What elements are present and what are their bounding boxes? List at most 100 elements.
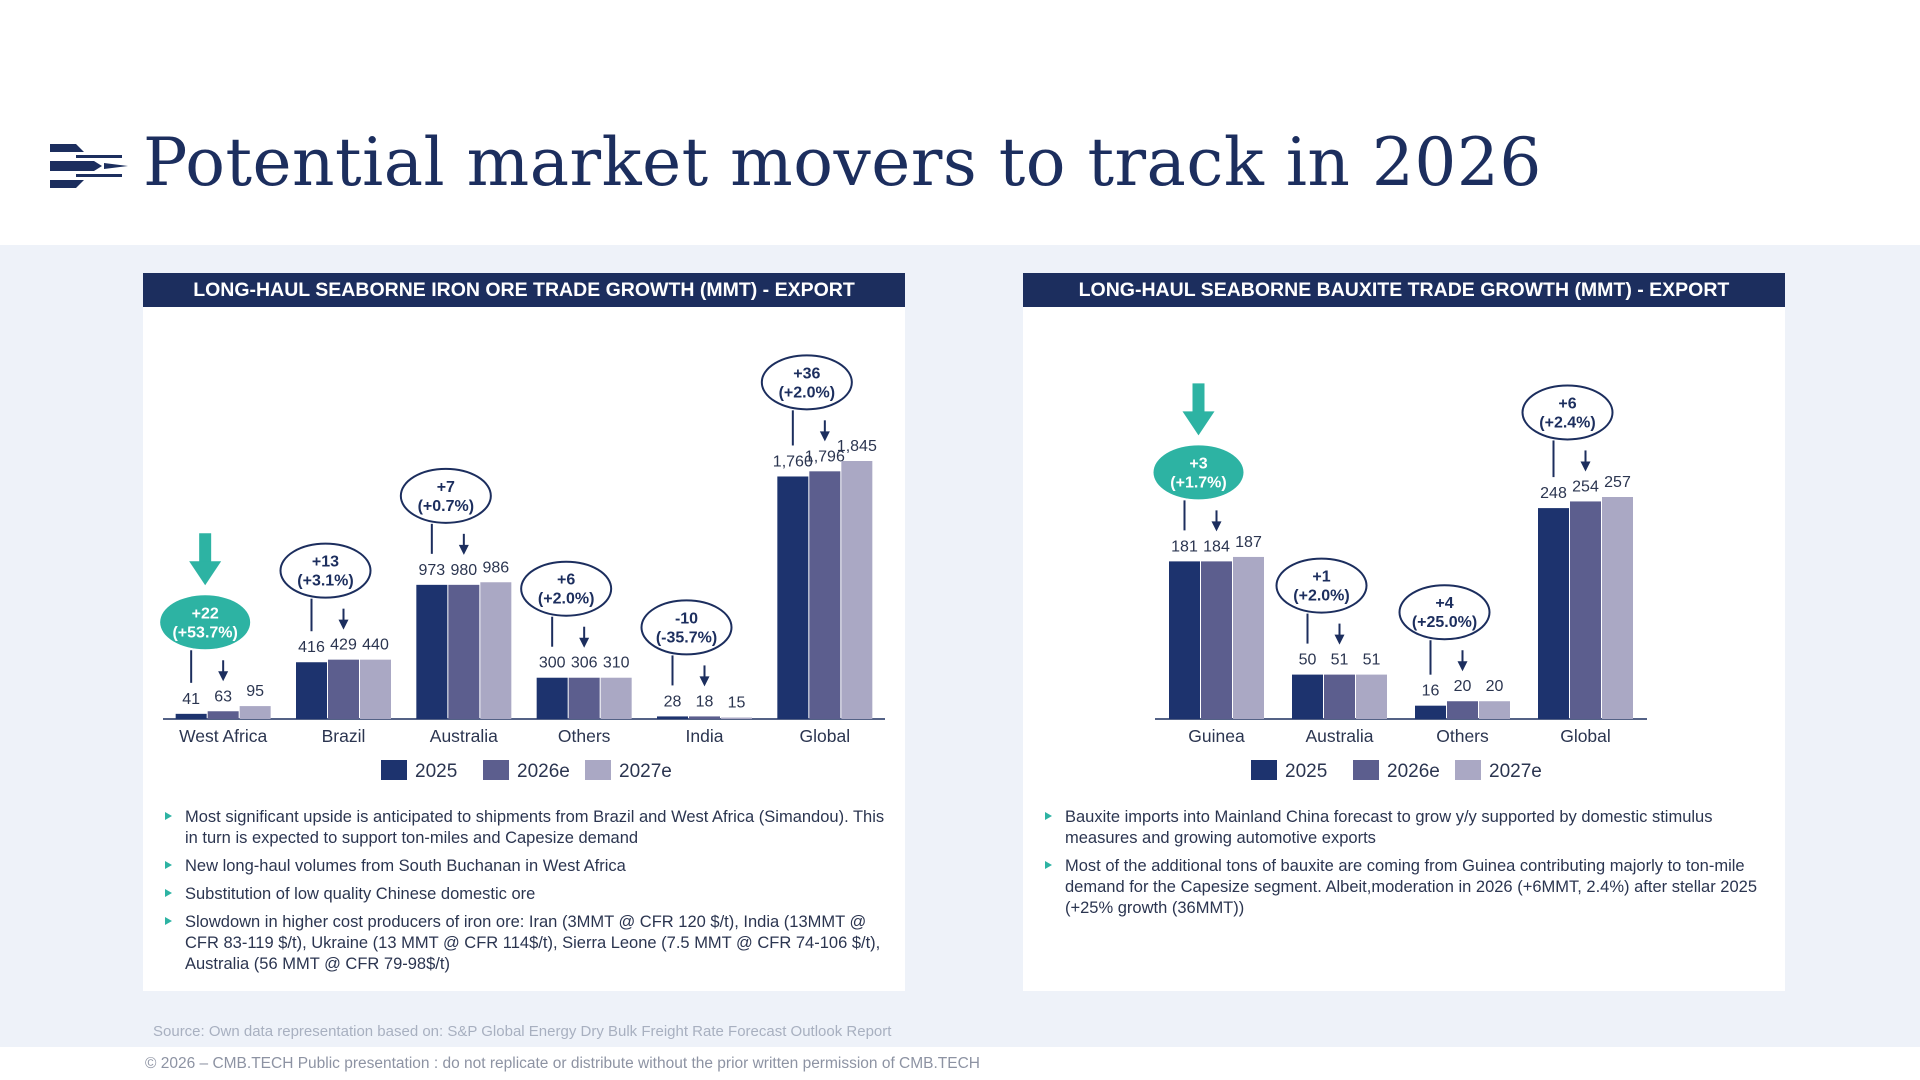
callout-arrow-head-icon	[218, 671, 229, 682]
bullet-item: Bauxite imports into Mainland China fore…	[1043, 807, 1773, 849]
data-label: 973	[418, 562, 445, 579]
data-label: 429	[330, 637, 357, 654]
bar-2025-global	[1538, 508, 1569, 719]
data-label: 20	[1486, 678, 1504, 695]
bar-2027e-others	[600, 677, 632, 719]
bar-2025-global	[777, 476, 809, 719]
callout-ellipse	[1153, 445, 1244, 500]
data-label: 51	[1331, 652, 1349, 669]
bar-2027e-global	[1602, 497, 1633, 719]
legend-label: 2027e	[619, 761, 672, 782]
data-label: 257	[1604, 474, 1631, 491]
callout-ellipse	[399, 467, 492, 524]
data-label: 980	[450, 562, 477, 579]
data-label: 50	[1299, 652, 1317, 669]
bar-2026e-west-africa	[207, 711, 239, 719]
callout-value: +3	[1189, 455, 1207, 472]
category-label: Others	[558, 726, 611, 746]
data-label: 184	[1203, 538, 1230, 555]
bar-2026e-brazil	[328, 659, 359, 719]
data-label: 20	[1454, 678, 1472, 695]
callout-arrow-head-icon	[1580, 461, 1591, 472]
bar-2025-guinea	[1169, 561, 1200, 719]
bauxite-bullets: Bauxite imports into Mainland China fore…	[1043, 807, 1773, 926]
copyright-notice: © 2026 – CMB.TECH Public presentation : …	[145, 1055, 980, 1072]
data-label: 1,760	[773, 453, 813, 470]
bauxite-panel: LONG-HAUL SEABORNE BAUXITE TRADE GROWTH …	[1023, 273, 1785, 991]
data-label: 254	[1572, 478, 1599, 495]
legend-swatch	[381, 760, 407, 780]
callout-ellipse	[760, 354, 853, 411]
callout-percent: (+3.1%)	[297, 573, 353, 590]
bar-2025-india	[657, 716, 688, 719]
callout-value: +7	[437, 479, 455, 496]
data-label: 1,796	[805, 448, 845, 465]
bullet-item: Substitution of low quality Chinese dome…	[163, 884, 893, 905]
callout-percent: (+2.0%)	[1293, 588, 1349, 605]
callout-arrow-head-icon	[1457, 661, 1468, 672]
bar-2025-brazil	[296, 662, 327, 719]
callout-percent: (+2.0%)	[779, 384, 835, 401]
category-label: Others	[1436, 726, 1489, 746]
callout-value: -10	[675, 610, 698, 627]
bauxite-bar-chart: 181 184 187 Guinea +3 (+1.7%) 50 51 51 Australia +…	[1153, 383, 1647, 782]
data-label: 41	[182, 691, 200, 708]
highlight-down-arrow-icon	[189, 561, 222, 586]
bar-2027e-west-africa	[239, 706, 271, 719]
bar-2027e-global	[841, 461, 873, 719]
callout-arrow-head-icon	[819, 431, 830, 442]
data-label: 306	[571, 655, 598, 672]
callout-value: +22	[192, 605, 219, 622]
highlight-down-arrow-icon	[1182, 411, 1215, 436]
callout-arrow-head-icon	[1334, 634, 1345, 645]
callout-value: +36	[793, 365, 820, 382]
callout-ellipse	[1275, 557, 1368, 614]
callout-ellipse	[279, 542, 372, 599]
bar-2025-australia	[1292, 674, 1323, 719]
category-label: Global	[800, 726, 851, 746]
data-label: 181	[1171, 538, 1198, 555]
callout-percent: (+25.0%)	[1412, 614, 1477, 631]
category-label: Guinea	[1188, 726, 1245, 746]
category-label: West Africa	[179, 726, 267, 746]
cmb-tech-logo-icon	[50, 144, 128, 188]
data-label: 16	[1422, 683, 1440, 700]
callout-value: +4	[1435, 595, 1453, 612]
bar-2027e-brazil	[360, 659, 391, 719]
bar-2025-australia	[416, 584, 448, 719]
bar-2026e-guinea	[1201, 561, 1232, 719]
legend-label: 2026e	[517, 761, 570, 782]
data-label: 28	[664, 693, 682, 710]
callout-percent: (+1.7%)	[1170, 474, 1226, 491]
data-label: 15	[728, 695, 746, 712]
legend-label: 2027e	[1489, 761, 1542, 782]
iron-ore-chart-title: LONG-HAUL SEABORNE IRON ORE TRADE GROWTH…	[143, 273, 905, 307]
data-label: 986	[482, 559, 509, 576]
legend-swatch	[483, 760, 509, 780]
callout-ellipse	[640, 599, 733, 656]
bullet-item: Most of the additional tons of bauxite a…	[1043, 856, 1773, 919]
bar-2026e-others	[1447, 701, 1478, 719]
data-label: 63	[214, 688, 232, 705]
legend-swatch	[1353, 760, 1379, 780]
iron-ore-panel: LONG-HAUL SEABORNE IRON ORE TRADE GROWTH…	[143, 273, 905, 991]
bullet-item: Slowdown in higher cost producers of iro…	[163, 912, 893, 975]
category-label: Brazil	[322, 726, 366, 746]
callout-arrow-head-icon	[579, 637, 590, 648]
bar-2025-others	[536, 677, 568, 719]
category-label: Australia	[1305, 726, 1373, 746]
data-label: 248	[1540, 485, 1567, 502]
bar-2026e-others	[568, 677, 600, 719]
callout-value: +6	[557, 572, 575, 589]
highlight-arrow-shaft	[199, 533, 212, 564]
callout-percent: (+0.7%)	[418, 498, 474, 515]
data-label: 51	[1363, 652, 1381, 669]
bar-2027e-australia	[480, 582, 512, 719]
callout-ellipse	[160, 595, 251, 650]
bauxite-chart-title: LONG-HAUL SEABORNE BAUXITE TRADE GROWTH …	[1023, 273, 1785, 307]
source-note: Source: Own data representation based on…	[153, 1023, 892, 1040]
legend-swatch	[1455, 760, 1481, 780]
bar-2026e-global	[809, 471, 841, 719]
data-label: 440	[362, 637, 389, 654]
callout-ellipse	[520, 560, 613, 617]
